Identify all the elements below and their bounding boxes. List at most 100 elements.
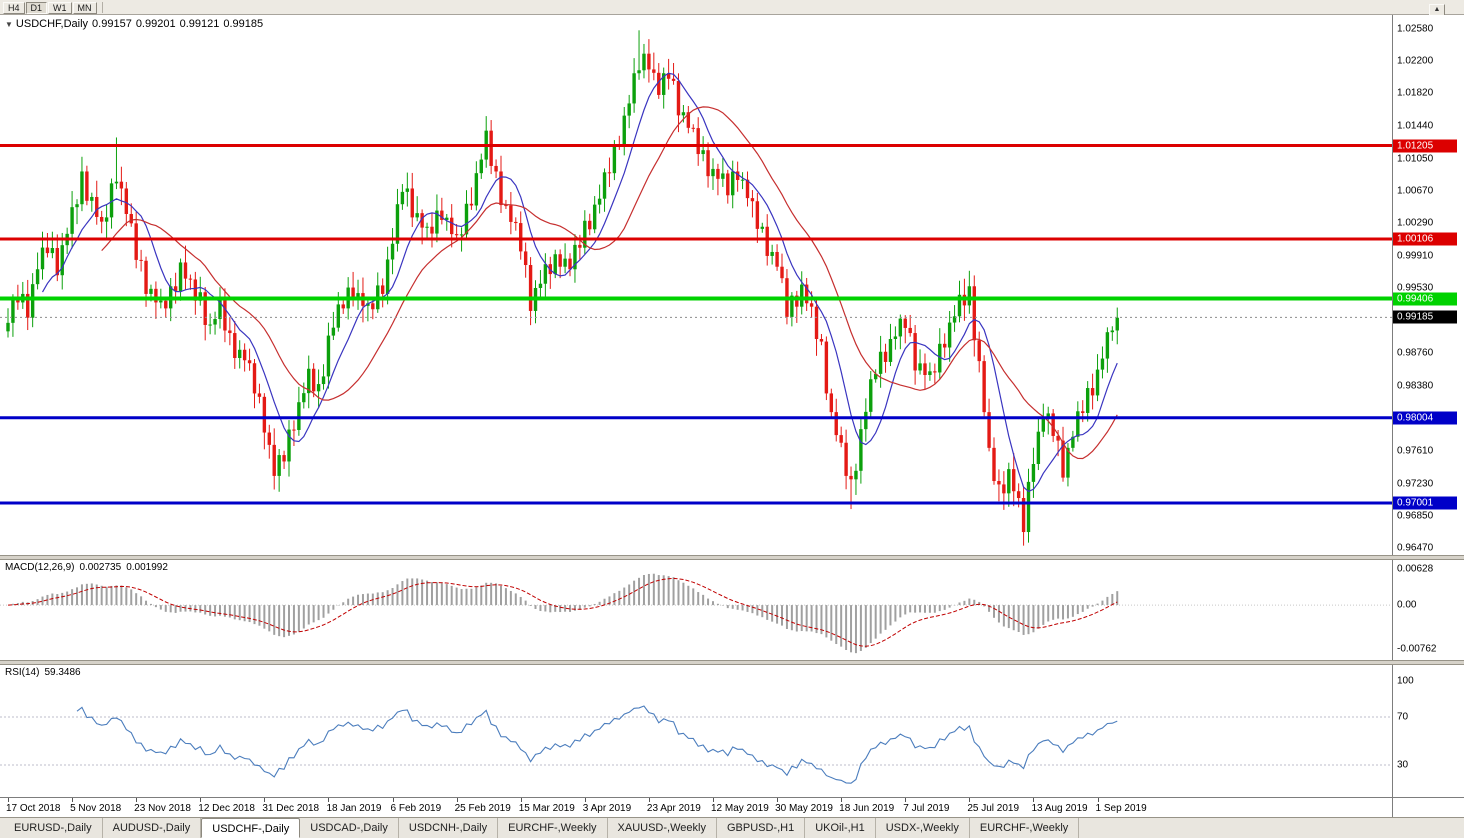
timeframe-button-w1[interactable]: W1 (48, 2, 72, 14)
macd-header: MACD(12,26,9) 0.002735 0.001992 (5, 562, 173, 573)
macd-svg[interactable] (0, 560, 1392, 660)
price-tick-label: 0.97610 (1397, 445, 1434, 457)
macd-tick-label: 0.00 (1397, 599, 1417, 611)
current-price-label: 0.99185 (1393, 310, 1457, 324)
timeframe-button-mn[interactable]: MN (72, 2, 97, 14)
level-price-label: 0.98004 (1393, 411, 1457, 425)
macd-value-1: 0.002735 (79, 562, 122, 573)
chart-tab-xauusd-weekly[interactable]: XAUUSD-,Weekly (608, 818, 717, 838)
date-label: 5 Nov 2018 (70, 803, 122, 814)
date-tick-mark (200, 798, 202, 802)
chart-tab-ukoil-h1[interactable]: UKOil-,H1 (805, 818, 876, 838)
ma-slow-line (101, 106, 1118, 460)
price-tick-label: 1.00670 (1397, 185, 1434, 197)
chart-tab-eurusd-daily[interactable]: EURUSD-,Daily (4, 818, 103, 838)
rsi-chart-area[interactable]: RSI(14) 59.3486 (0, 665, 1392, 797)
date-tick-mark (1097, 798, 1099, 802)
ohlc-open: 0.99157 (92, 18, 132, 30)
price-tick-label: 1.01440 (1397, 120, 1434, 132)
date-tick-mark (905, 798, 907, 802)
date-tick-mark (712, 798, 714, 802)
date-label: 12 Dec 2018 (198, 803, 255, 814)
chart-tab-audusd-daily[interactable]: AUDUSD-,Daily (103, 818, 202, 838)
date-axis-row: 17 Oct 2018 5 Nov 2018 23 Nov 2018 12 Dec 2… (0, 797, 1464, 817)
macd-tick-label: 0.00628 (1397, 563, 1434, 575)
date-label: 15 Mar 2019 (518, 803, 575, 814)
date-label: 13 Aug 2019 (1031, 803, 1088, 814)
rsi-panel: RSI(14) 59.3486 100 70 30 (0, 665, 1464, 797)
panel-splitter-rsi[interactable] (0, 660, 1464, 665)
date-label: 12 May 2019 (710, 803, 769, 814)
macd-panel: MACD(12,26,9) 0.002735 0.001992 0.00628 0.0… (0, 560, 1464, 660)
toolbar-arrow-button[interactable]: ▲ (1429, 3, 1445, 16)
rsi-tick-label: 70 (1397, 711, 1409, 723)
date-tick-mark (328, 798, 330, 802)
rsi-line (76, 705, 1118, 784)
level-price-label: 1.01205 (1393, 139, 1457, 153)
ma-fast-line (41, 72, 1118, 493)
panel-splitter-macd[interactable] (0, 555, 1464, 560)
date-tick-mark (456, 798, 458, 802)
date-tick-mark (72, 798, 74, 802)
date-tick-mark (1033, 798, 1035, 802)
price-tick-label: 1.02580 (1397, 23, 1434, 35)
symbol-dropdown-icon[interactable]: ▼ (5, 20, 13, 29)
date-label: 3 Apr 2019 (582, 803, 632, 814)
price-chart-area[interactable]: ▼ USDCHF,Daily 0.99157 0.99201 0.99121 0.9918… (0, 15, 1392, 555)
timeframe-button-h4[interactable]: H4 (3, 2, 25, 14)
chart-tab-gbpusd-h1[interactable]: GBPUSD-,H1 (717, 818, 806, 838)
rsi-svg[interactable] (0, 665, 1392, 797)
ohlc-close: 0.99185 (223, 18, 264, 30)
chart-tab-eurchf-weekly[interactable]: EURCHF-,Weekly (498, 818, 608, 838)
chart-tab-eurchf-weekly[interactable]: EURCHF-,Weekly (970, 818, 1080, 838)
timeframe-button-d1[interactable]: D1 (25, 2, 48, 14)
macd-value-2: 0.001992 (126, 562, 168, 573)
date-tick-mark (8, 798, 9, 802)
date-axis[interactable]: 17 Oct 2018 5 Nov 2018 23 Nov 2018 12 Dec 2… (0, 797, 1392, 817)
date-label: 18 Jan 2019 (326, 803, 382, 814)
date-tick-mark (969, 798, 971, 802)
chart-tab-usdchf-daily[interactable]: USDCHF-,Daily (201, 818, 301, 838)
date-label: 1 Sep 2019 (1095, 803, 1147, 814)
date-label: 18 Jun 2019 (839, 803, 895, 814)
timeframe-button-group: H4 D1 W1 MN (3, 0, 98, 16)
price-tick-label: 1.00290 (1397, 217, 1434, 229)
rsi-axis[interactable]: 100 70 30 (1392, 665, 1464, 797)
date-tick-mark (520, 798, 522, 802)
chart-title: USDCHF,Daily (15, 18, 89, 30)
date-label: 31 Dec 2018 (262, 803, 320, 814)
rsi-tick-label: 30 (1397, 759, 1409, 771)
price-tick-label: 1.01050 (1397, 153, 1434, 165)
price-axis[interactable]: 1.02580 1.02200 1.01820 1.01440 1.01050 1.006… (1392, 15, 1464, 555)
price-chart-svg[interactable] (0, 15, 1392, 555)
rsi-name: RSI(14) (5, 667, 40, 678)
price-tick-label: 0.98380 (1397, 380, 1434, 392)
chart-tab-usdcad-daily[interactable]: USDCAD-,Daily (300, 818, 399, 838)
price-tick-label: 0.98760 (1397, 347, 1434, 359)
rsi-header: RSI(14) 59.3486 (5, 667, 86, 678)
date-tick-mark (584, 798, 586, 802)
chart-tab-usdcnh-daily[interactable]: USDCNH-,Daily (399, 818, 499, 838)
chart-tab-usdx-weekly[interactable]: USDX-,Weekly (876, 818, 970, 838)
date-tick-mark (777, 798, 779, 802)
price-tick-label: 1.02200 (1397, 55, 1434, 67)
toolbar-right-group: ▲ (1429, 0, 1445, 16)
horizontal-level-lines[interactable] (0, 144, 1392, 505)
macd-chart-area[interactable]: MACD(12,26,9) 0.002735 0.001992 (0, 560, 1392, 660)
level-price-label: 0.97001 (1393, 496, 1457, 510)
macd-signal-line (7, 577, 1118, 647)
candles-group[interactable] (6, 30, 1119, 546)
date-label: 30 May 2019 (775, 803, 833, 814)
price-tick-label: 0.99530 (1397, 282, 1434, 294)
timeframe-toolbar: H4 D1 W1 MN ▲ (0, 0, 1464, 16)
date-label: 7 Jul 2019 (903, 803, 950, 814)
date-tick-mark (648, 798, 650, 802)
macd-axis[interactable]: 0.00628 0.00 -0.00762 (1392, 560, 1464, 660)
date-label: 23 Apr 2019 (646, 803, 701, 814)
main-chart-panel: ▼ USDCHF,Daily 0.99157 0.99201 0.99121 0.9918… (0, 15, 1464, 555)
date-label: 6 Feb 2019 (390, 803, 442, 814)
date-label: 25 Feb 2019 (454, 803, 511, 814)
price-tick-label: 0.97230 (1397, 478, 1434, 490)
level-price-label: 0.99406 (1393, 292, 1457, 306)
